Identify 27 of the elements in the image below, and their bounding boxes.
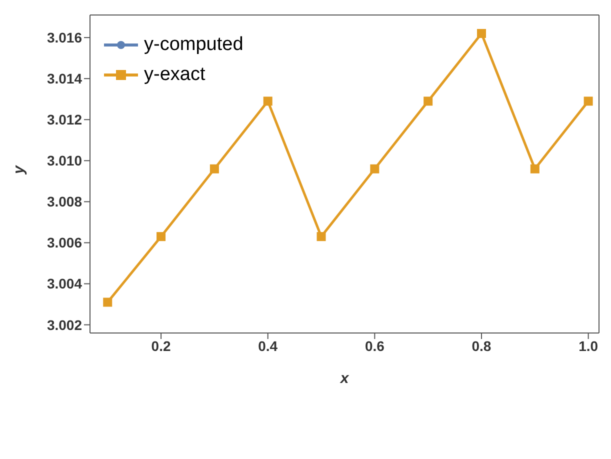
y-tick-label: 3.014 [46,70,82,87]
legend-label: y-exact [144,64,206,86]
point [424,96,433,106]
x-tick-label: 1.0 [578,338,598,354]
y-tick-label: 3.006 [46,234,82,251]
x-axis-title: x [339,370,350,387]
point [156,232,166,242]
y-axis-title: y [10,165,28,175]
y-tick-label: 3.002 [46,316,82,333]
y-tick-label: 3.008 [46,194,82,210]
y-tick-label: 3.012 [46,112,82,128]
point [210,164,219,174]
point [263,96,272,106]
x-tick-label: 0.6 [364,338,385,354]
point [476,28,486,38]
y-tick-label: 3.010 [46,152,82,169]
point [103,298,112,307]
x-tick-label: 0.8 [472,338,492,354]
x-tick-label: 0.4 [258,338,278,354]
y-tick-label: 3.016 [46,30,82,46]
y-tick-label: 3.004 [46,276,82,292]
point [530,164,540,174]
point [370,164,380,174]
point [316,232,326,242]
x-tick-label: 0.2 [151,338,171,354]
point [584,96,593,106]
legend-label: y-computed [144,34,244,56]
